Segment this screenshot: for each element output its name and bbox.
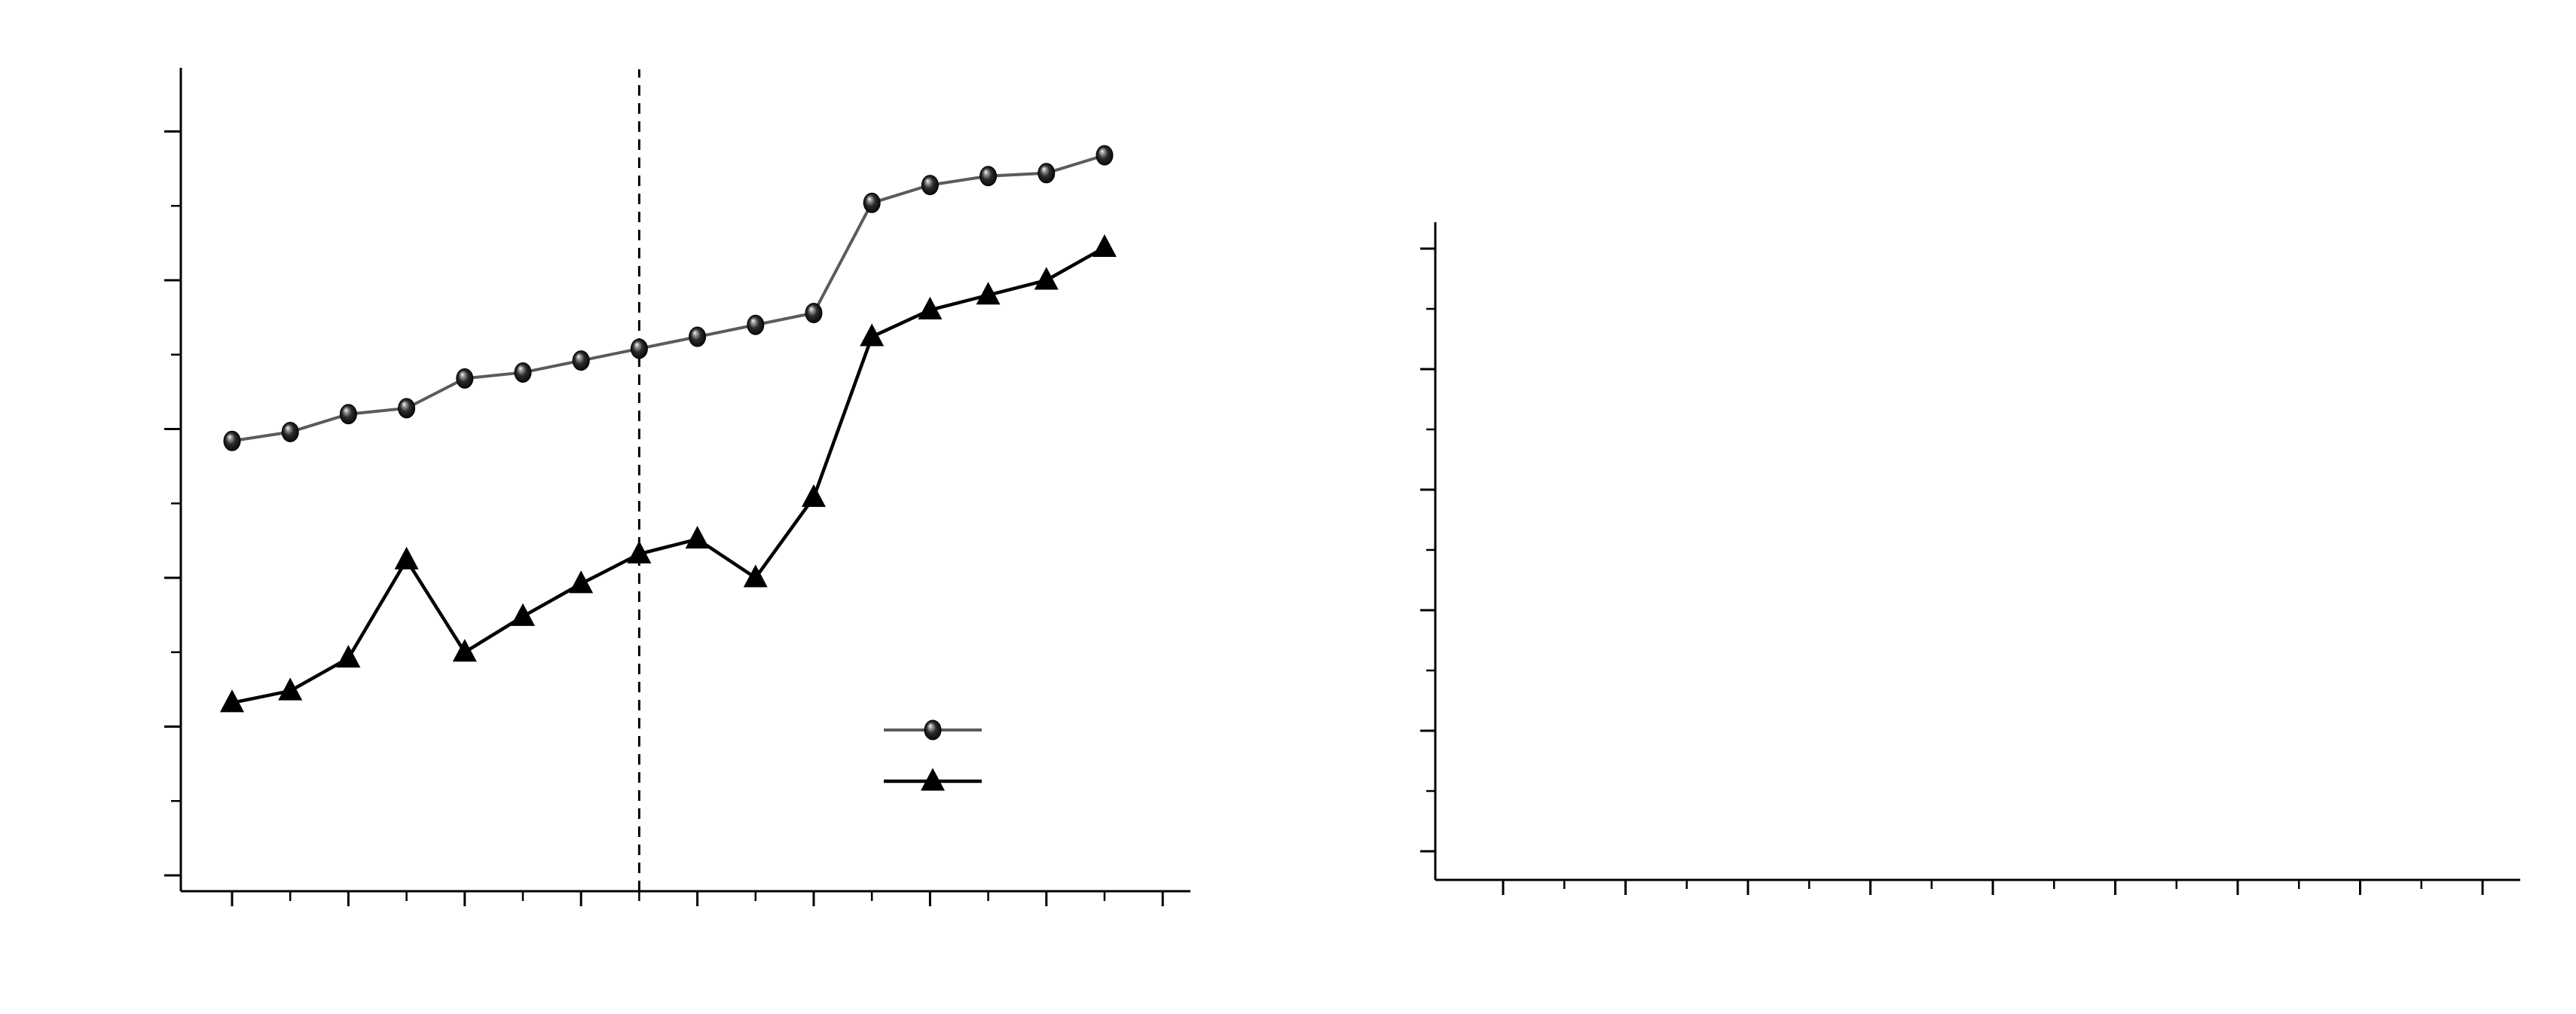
panel-b [1420,222,2520,895]
non-pilot-data-point-marker [569,570,594,594]
pilot-data-point-marker [572,350,590,371]
pilot-data-point-marker [339,404,357,425]
pilot-series-line [231,154,1105,443]
non-pilot-data-point-marker [860,323,885,347]
non-pilot-data-point-marker [394,546,419,570]
non-pilot-data-point-marker [976,282,1001,305]
pilot-data-point-marker [1095,145,1114,166]
non-pilot-data-point-marker [336,645,361,668]
pilot-data-point-marker [921,175,939,196]
pilot-data-point-marker [747,314,765,335]
non-pilot-data-point-marker [685,526,710,549]
non-pilot-data-point-marker [278,677,303,701]
panel-a-legend [884,719,982,791]
pilot-data-point-marker [689,326,707,347]
pilot-data-point-marker [398,398,416,419]
non-pilot-data-point-marker [802,484,826,507]
pilot-data-point-marker [514,362,532,383]
pilot-data-point-marker [1037,163,1056,184]
non-pilot-data-point-marker [627,540,652,564]
non-pilot-data-point-marker [1092,234,1117,258]
non-pilot-data-point-marker [1034,267,1059,290]
pilot-data-point-marker [979,166,998,187]
pilot-data-point-marker [805,302,823,323]
pilot-data-point-marker [863,192,881,213]
non-pilot-data-point-marker [743,564,768,588]
panel-a [164,68,1190,906]
non-pilot-data-point-marker [511,603,535,626]
pilot-legend-marker [924,719,942,741]
pilot-data-point-marker [281,421,299,442]
pilot-data-point-marker [456,368,474,389]
non-pilot-data-point-marker [918,296,943,319]
non-pilot-series-line [231,246,1106,705]
pilot-data-point-marker [630,338,648,359]
pilot-data-point-marker [223,430,241,451]
non-pilot-legend-marker [921,768,945,791]
non-pilot-data-point-marker [220,689,244,713]
non-pilot-data-point-marker [452,639,477,662]
